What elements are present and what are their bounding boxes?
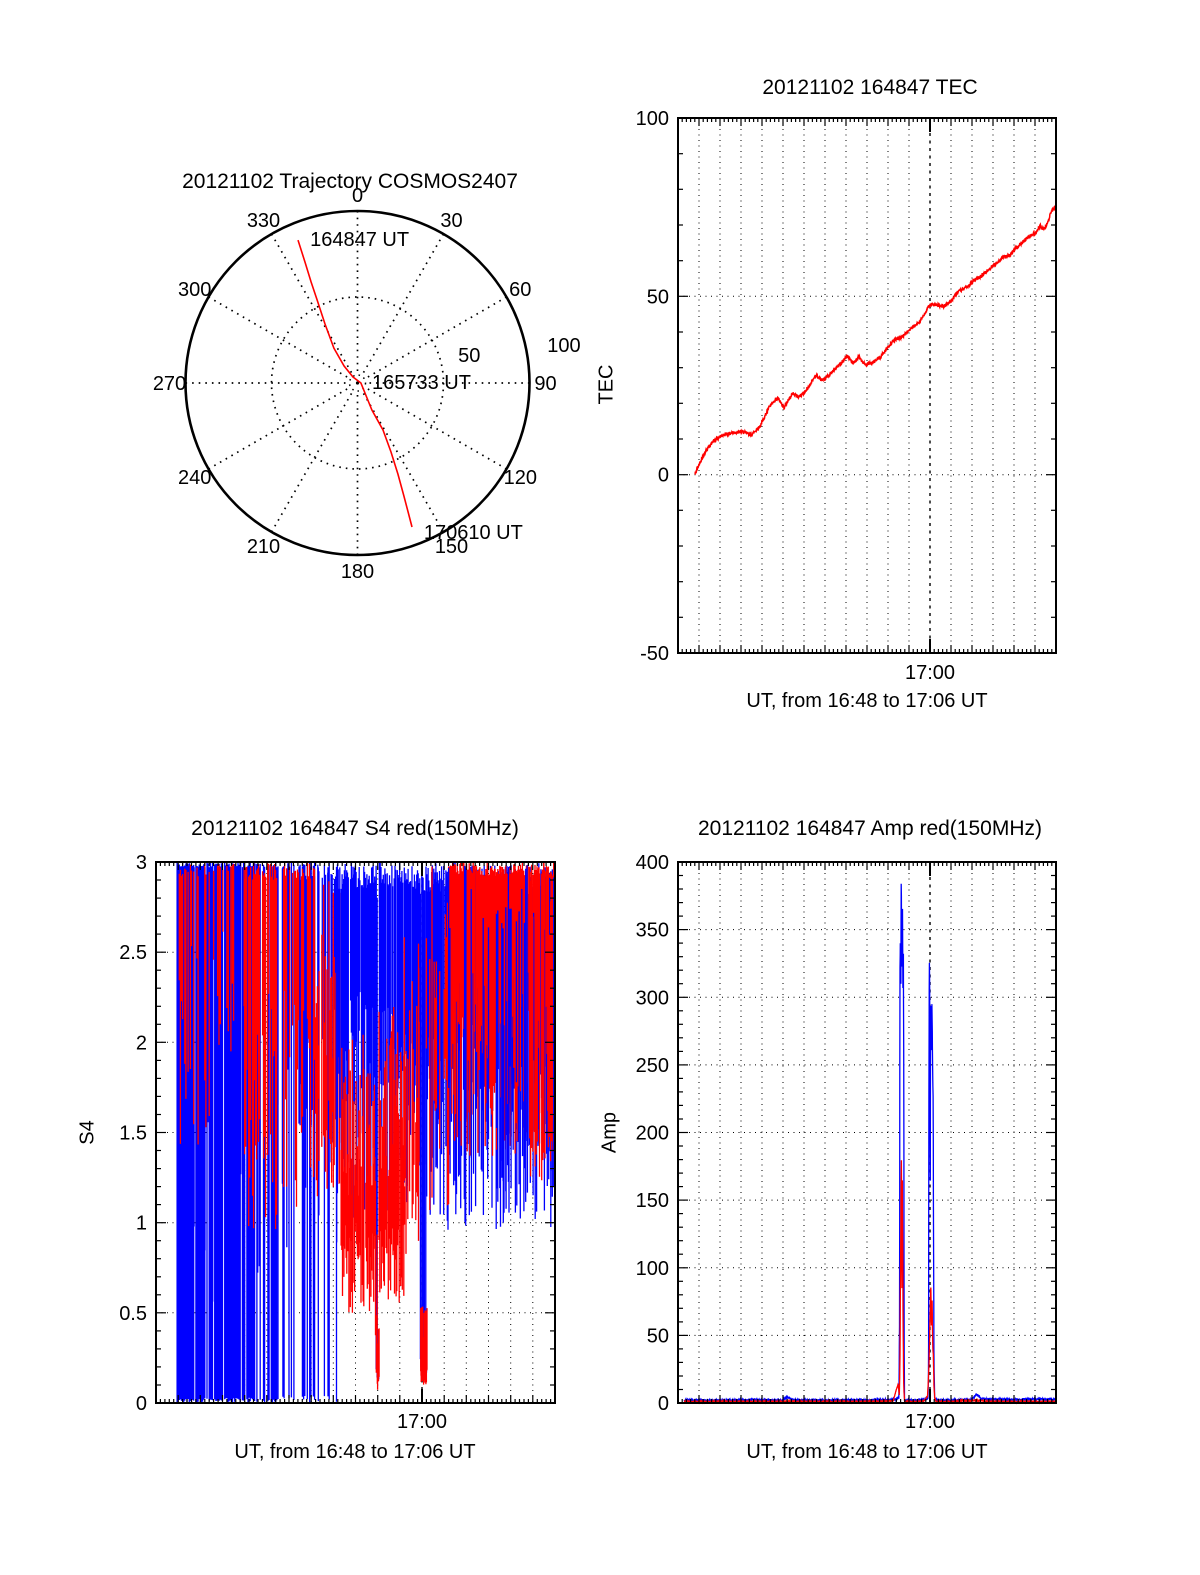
polar-azimuth-label: 150 (435, 536, 468, 558)
s4-noise-band (244, 862, 316, 1230)
s4-noise-band (374, 1181, 378, 1336)
trajectory-title: 20121102 Trajectory COSMOS2407 (182, 170, 518, 193)
trajectory-polar-plot: 0 30 60 90 120 150 180 210 240 270 300 330 50 100 1648… (153, 185, 581, 583)
amp-series-red-150MHz (683, 1160, 1057, 1405)
tec-y-tick-labels: -50 0 50 100 (636, 108, 669, 660)
s4-y-tick-labels: 0 0.5 1 1.5 2 2.5 3 (119, 852, 147, 1415)
s4-noise-band (529, 862, 553, 1181)
amp-plot: 0 50 100 150 200 250 300 350 400 (636, 852, 1057, 1415)
amp-y-tick-label: 300 (636, 987, 669, 1009)
amp-x-tick-label: 17:00 (904, 1411, 956, 1433)
amp-grid (678, 862, 1056, 1403)
s4-y-tick-label: 3 (136, 852, 147, 874)
s4-y-tick-label: 0.5 (119, 1303, 147, 1325)
tec-grid (678, 118, 1056, 653)
s4-y-tick-label: 2 (136, 1032, 147, 1054)
polar-azimuth-label: 240 (178, 467, 211, 489)
polar-ring-label: 100 (547, 335, 580, 357)
tec-y-tick-label: 0 (658, 465, 669, 487)
s4-noise-band (178, 862, 215, 1145)
tec-frame (677, 117, 1057, 654)
tec-x-tick-label: 17:00 (904, 662, 956, 684)
polar-azimuth-label: 270 (153, 373, 186, 395)
amp-data (683, 883, 1057, 1405)
s4-noise-band (425, 866, 450, 1210)
tec-y-tick-label: 100 (636, 108, 669, 130)
s4-frame (155, 861, 556, 1404)
polar-azimuth-label: 60 (509, 279, 531, 301)
amp-y-tick-label: 350 (636, 920, 669, 942)
s4-y-tick-label: 2.5 (119, 942, 147, 964)
s4-noise-band (340, 1034, 376, 1313)
polar-azimuth-labels: 0 30 60 90 120 150 180 210 240 270 300 330 50 100 (153, 185, 581, 583)
tec-y-tick-label: -50 (640, 643, 669, 660)
s4-noise-band (378, 1007, 406, 1303)
polar-azimuth-label: 30 (440, 210, 462, 232)
polar-center-marker (348, 374, 367, 392)
trajectory-time-annotation: 165733 UT (372, 372, 471, 394)
amp-y-tick-label: 100 (636, 1258, 669, 1280)
s4-noise-band (420, 1306, 428, 1385)
polar-azimuth-label: 120 (504, 467, 537, 489)
polar-azimuth-label: 0 (352, 185, 363, 207)
amp-y-tick-label: 200 (636, 1123, 669, 1145)
polar-azimuth-label: 300 (178, 279, 211, 301)
s4-y-tick-label: 0 (136, 1393, 147, 1415)
amp-series-blue-400MHz (683, 883, 1057, 1404)
amp-y-tick-label: 0 (658, 1393, 669, 1415)
polar-azimuth-label: 90 (534, 373, 556, 395)
polar-ring (184, 209, 531, 557)
polar-azimuth-label: 210 (247, 536, 280, 558)
s4-title: 20121102 164847 S4 red(150MHz) (191, 817, 519, 840)
polar-ring-label: 50 (458, 345, 480, 367)
polar-ring (270, 296, 445, 470)
amp-y-tick-label: 150 (636, 1190, 669, 1212)
polar-grid (184, 209, 531, 557)
s4-plot: 0 0.5 1 1.5 2 2.5 3 (119, 852, 556, 1415)
tec-axis-ticks (677, 117, 1057, 654)
s4-noise-band (419, 867, 427, 1374)
s4-data (176, 862, 556, 1403)
tec-plot: -50 0 50 100 (636, 108, 1057, 660)
polar-azimuth-label: 330 (247, 210, 280, 232)
amp-title: 20121102 164847 Amp red(150MHz) (697, 817, 1042, 840)
s4-noise-band (403, 937, 421, 1254)
trajectory-time-annotation: 170610 UT (424, 522, 523, 544)
trajectory-path (297, 239, 413, 528)
s4-y-tick-label: 1.5 (119, 1123, 147, 1145)
trajectory-time-annotation: 164847 UT (310, 229, 409, 251)
amp-y-tick-label: 400 (636, 852, 669, 874)
tec-y-tick-label: 50 (647, 286, 669, 308)
tec-data (694, 205, 1057, 476)
amp-frame (677, 861, 1057, 1404)
polar-azimuth-label: 180 (341, 561, 374, 583)
tec-x-axis-caption: UT, from 16:48 to 17:06 UT (746, 690, 988, 712)
polar-center-dot (355, 381, 360, 385)
s4-x-tick-label: 17:00 (396, 1411, 448, 1433)
s4-noise-band (212, 863, 245, 1052)
s4-y-tick-label: 1 (136, 1213, 147, 1235)
amp-y-tick-labels: 0 50 100 150 200 250 300 350 400 (636, 852, 669, 1415)
amp-x-axis-caption: UT, from 16:48 to 17:06 UT (746, 1441, 988, 1463)
amp-y-tick-label: 250 (636, 1055, 669, 1077)
tec-series-TEC (694, 205, 1057, 476)
s4-x-axis-caption: UT, from 16:48 to 17:06 UT (234, 1441, 476, 1463)
amp-y-tick-label: 50 (647, 1325, 669, 1347)
tec-title: 20121102 164847 TEC (762, 76, 978, 99)
s4-noise-band (375, 1315, 380, 1390)
